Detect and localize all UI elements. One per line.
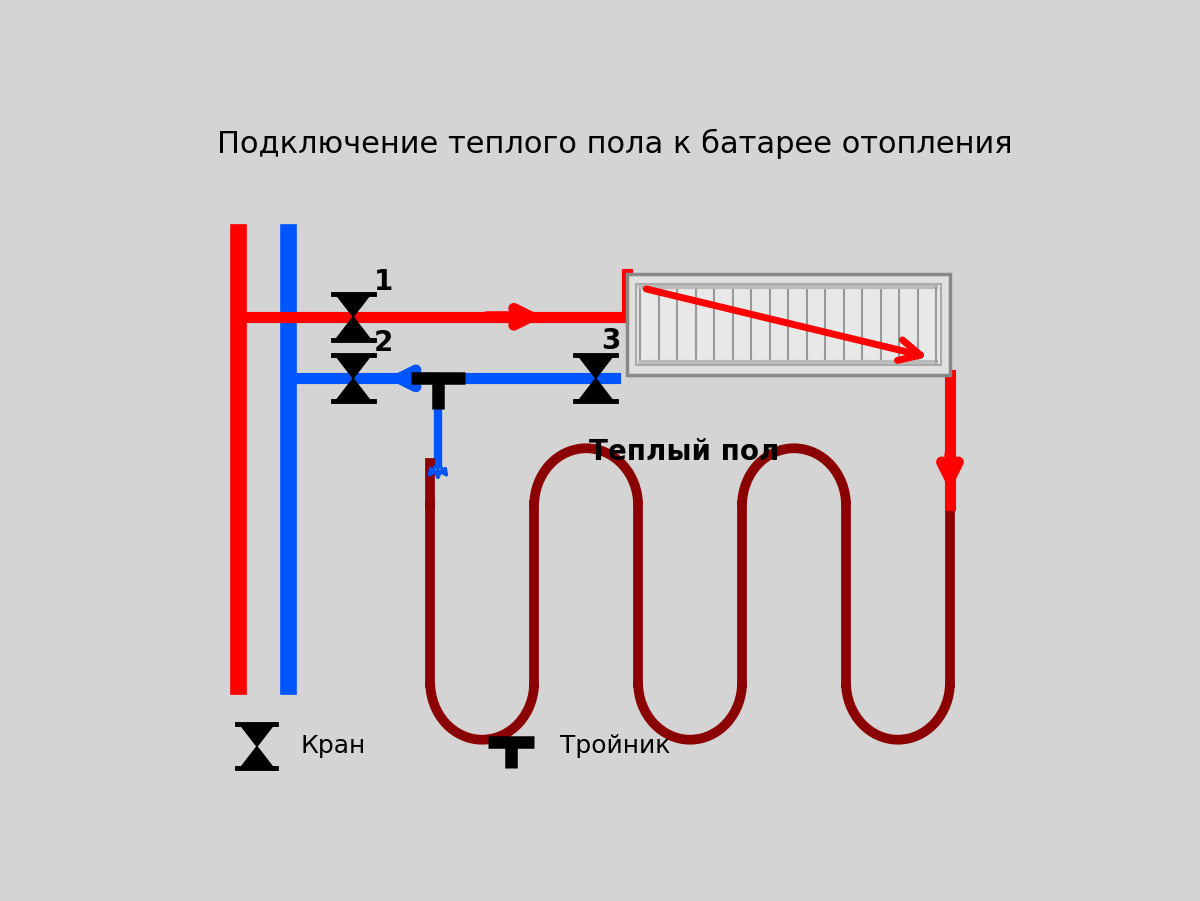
Polygon shape <box>336 317 371 340</box>
Polygon shape <box>240 746 274 769</box>
Text: 2: 2 <box>374 330 394 358</box>
Text: Теплый пол: Теплый пол <box>589 438 780 466</box>
Polygon shape <box>578 355 613 378</box>
Text: 3: 3 <box>601 327 620 355</box>
Polygon shape <box>336 378 371 402</box>
Polygon shape <box>240 724 274 746</box>
Text: Подключение теплого пола к батарее отопления: Подключение теплого пола к батарее отопл… <box>217 129 1013 159</box>
Polygon shape <box>336 294 371 317</box>
Polygon shape <box>578 378 613 402</box>
FancyBboxPatch shape <box>636 284 941 365</box>
Text: Кран: Кран <box>301 734 366 759</box>
Text: 1: 1 <box>374 268 394 296</box>
FancyBboxPatch shape <box>626 275 950 375</box>
Polygon shape <box>336 355 371 378</box>
Text: Тройник: Тройник <box>559 734 670 759</box>
